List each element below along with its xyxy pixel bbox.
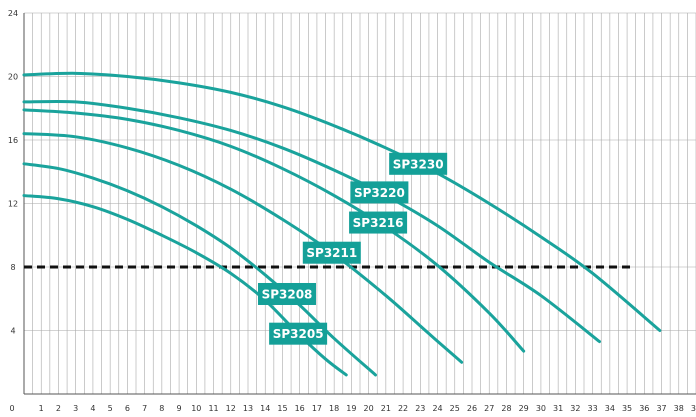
x-tick-label: 17: [312, 404, 322, 413]
x-tick-label: 12: [226, 404, 236, 413]
x-tick-label: 34: [605, 404, 615, 413]
x-tick-label: 7: [142, 404, 147, 413]
x-tick-label: 16: [295, 404, 305, 413]
y-tick-label: 16: [8, 136, 18, 145]
curve-label-sp3208: SP3208: [262, 287, 313, 301]
x-tick-label: 30: [536, 404, 546, 413]
curve-label-sp3220: SP3220: [354, 186, 405, 200]
x-tick-label: 4: [90, 404, 95, 413]
x-tick-label: 27: [484, 404, 494, 413]
x-tick-label: 18: [329, 404, 339, 413]
series-line-sp3208: [22, 162, 378, 377]
x-tick-label: 13: [243, 404, 253, 413]
y-tick-label: 8: [10, 263, 15, 272]
x-tick-label: 21: [381, 404, 391, 413]
curve-label-bg-sp3205: [269, 322, 328, 345]
x-tick-label: 29: [519, 404, 529, 413]
x-tick-label: 32: [570, 404, 580, 413]
x-tick-label: 31: [553, 404, 563, 413]
x-tick-label: 6: [125, 404, 130, 413]
x-tick-label: 38: [674, 404, 684, 413]
curve-label-bg-sp3230: [389, 152, 448, 175]
x-tick-label: 5: [108, 404, 113, 413]
x-tick-label: 14: [260, 404, 270, 413]
series-layer: [22, 71, 662, 377]
x-tick-label: 22: [398, 404, 408, 413]
x-tick-label: 36: [639, 404, 649, 413]
curve-label-sp3216: SP3216: [353, 216, 404, 230]
x-tick-label: 39: [691, 404, 696, 413]
series-line-sp3211: [22, 132, 464, 364]
curve-label-sp3211: SP3211: [306, 246, 357, 260]
curve-label-bg-sp3211: [302, 241, 361, 264]
curve-label-layer: SP3205 SP3208 SP3211 SP3216 SP3220 SP3230: [257, 152, 448, 345]
curve-label-bg-sp3208: [257, 282, 316, 305]
curve-label-sp3230: SP3230: [393, 157, 444, 171]
x-tick-label: 10: [191, 404, 201, 413]
x-tick-label: 24: [432, 404, 442, 413]
x-tick-label: 26: [467, 404, 477, 413]
x-tick-label: 3: [73, 404, 78, 413]
curve-label-sp3205: SP3205: [273, 327, 324, 341]
tick-label-layer: 1 2 3 4 5 6 7 8 9 10 11 12 13 14 15 16 17 18 19 20 21 22 23 24 2…: [8, 9, 696, 413]
x-tick-label: 37: [656, 404, 666, 413]
series-line-sp3230: [22, 71, 662, 332]
x-tick-label: 9: [177, 404, 182, 413]
x-tick-label: 23: [415, 404, 425, 413]
x-tick-label: 8: [159, 404, 164, 413]
x-tick-label: 15: [277, 404, 287, 413]
series-line-sp3216: [22, 108, 526, 353]
x-tick-label: 33: [588, 404, 598, 413]
x-tick-label: 20: [364, 404, 374, 413]
axes: [23, 13, 696, 395]
x-tick-label: 25: [450, 404, 460, 413]
x-tick-label: 19: [346, 404, 356, 413]
series-line-sp3220: [22, 99, 602, 344]
y-tick-label: 24: [8, 9, 18, 18]
x-tick-label: 1: [39, 404, 44, 413]
curve-label-bg-sp3216: [349, 211, 408, 234]
x-tick-label: 11: [208, 404, 218, 413]
x-tick-label: 28: [501, 404, 511, 413]
x-tick-label: 2: [56, 404, 61, 413]
x-tick-label: 35: [622, 404, 632, 413]
y-tick-label: 4: [10, 327, 15, 336]
curve-label-bg-sp3220: [350, 181, 409, 204]
y-tick-label: 12: [8, 200, 18, 209]
y-tick-label: 0: [9, 404, 14, 413]
y-tick-label: 20: [8, 73, 18, 82]
